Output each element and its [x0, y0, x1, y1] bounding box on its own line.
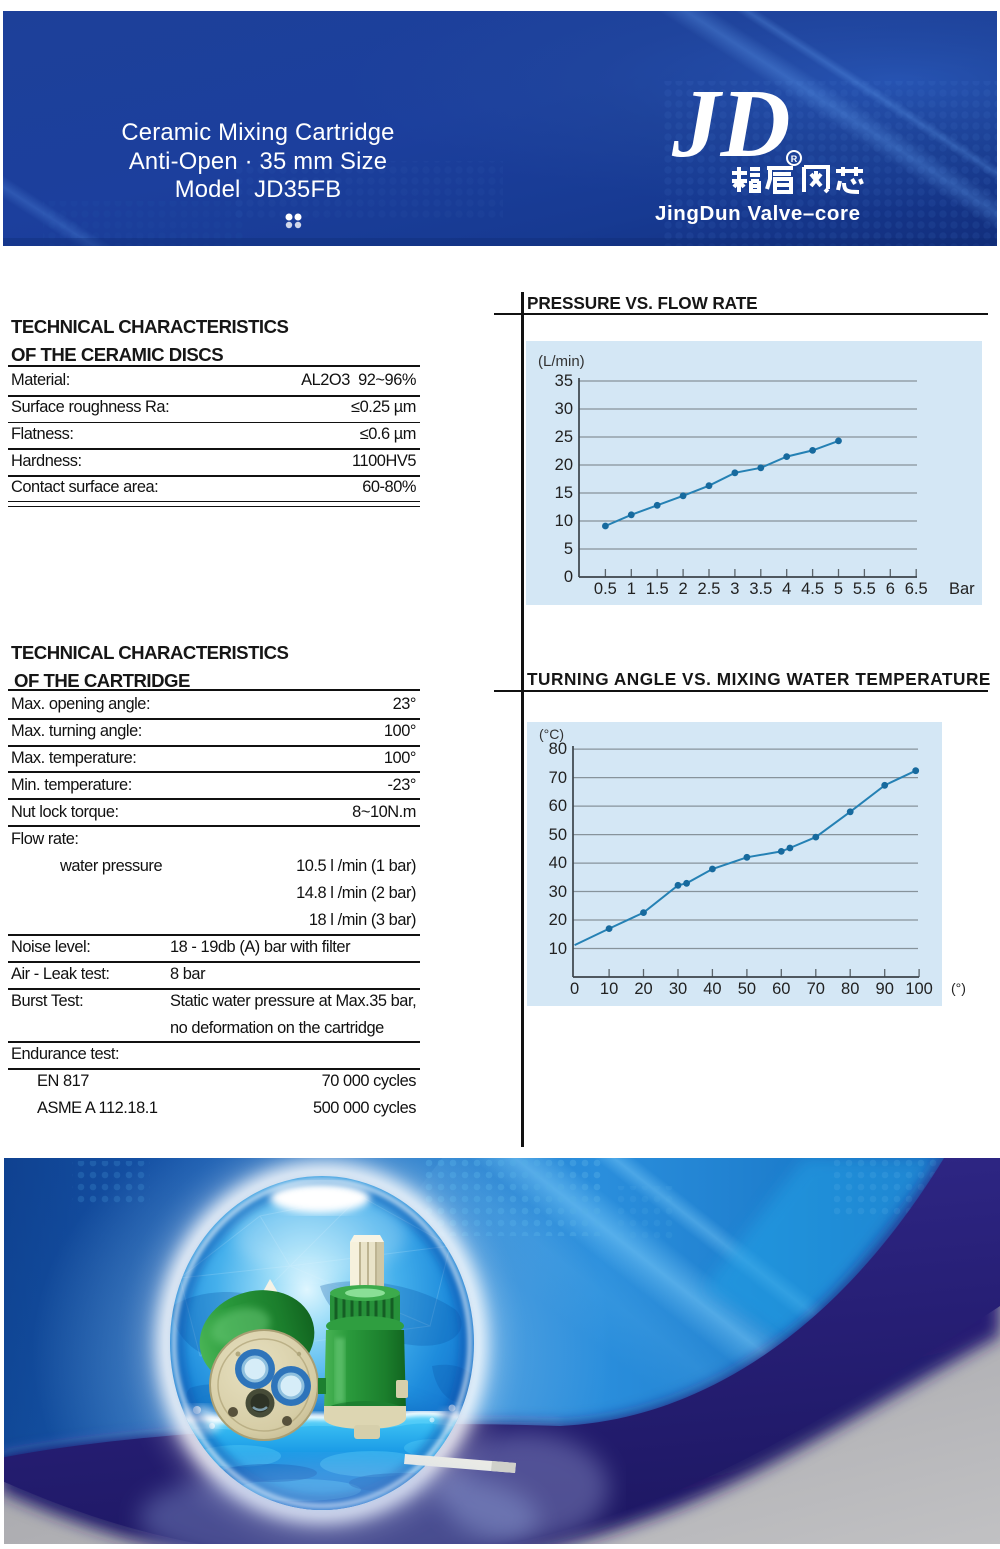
svg-text:50: 50	[549, 826, 567, 844]
svg-text:Bar: Bar	[949, 580, 975, 598]
svg-text:80: 80	[549, 740, 567, 758]
svg-text:30: 30	[669, 980, 687, 998]
svg-text:2: 2	[679, 580, 688, 598]
svg-text:80: 80	[841, 980, 859, 998]
svg-text:70: 70	[807, 980, 825, 998]
svg-text:4: 4	[782, 580, 791, 598]
svg-text:60: 60	[549, 797, 567, 815]
svg-text:R: R	[791, 154, 798, 164]
svg-text:20: 20	[549, 911, 567, 929]
svg-text:25: 25	[555, 428, 573, 446]
svg-text:6: 6	[886, 580, 895, 598]
svg-text:70: 70	[549, 769, 567, 787]
svg-text:10: 10	[549, 940, 567, 958]
svg-text:0: 0	[570, 980, 579, 998]
svg-text:0.5: 0.5	[594, 580, 617, 598]
svg-text:40: 40	[703, 980, 721, 998]
svg-text:0: 0	[564, 568, 573, 586]
svg-text:5: 5	[834, 580, 843, 598]
svg-text:Model JD35FB: Model JD35FB	[175, 176, 342, 203]
svg-text:4.5: 4.5	[801, 580, 824, 598]
svg-text:35: 35	[555, 372, 573, 390]
svg-text:10: 10	[555, 512, 573, 530]
svg-text:30: 30	[549, 883, 567, 901]
svg-text:40: 40	[549, 854, 567, 872]
svg-text:30: 30	[555, 400, 573, 418]
svg-text:(°C): (°C)	[539, 726, 564, 742]
svg-text:20: 20	[555, 456, 573, 474]
svg-text:Anti-Open · 35 mm Size: Anti-Open · 35 mm Size	[129, 148, 387, 175]
svg-text:50: 50	[738, 980, 756, 998]
svg-text:3.5: 3.5	[749, 580, 772, 598]
svg-text:(L/min): (L/min)	[538, 353, 585, 370]
svg-text:90: 90	[876, 980, 894, 998]
svg-text:5.5: 5.5	[853, 580, 876, 598]
svg-text:Ceramic Mixing Cartridge: Ceramic Mixing Cartridge	[121, 119, 394, 146]
svg-text:1: 1	[627, 580, 636, 598]
svg-text:JD: JD	[671, 70, 791, 177]
svg-text:3: 3	[730, 580, 739, 598]
svg-text:100: 100	[905, 980, 933, 998]
svg-text:2.5: 2.5	[698, 580, 721, 598]
svg-text:JingDun Valve–core: JingDun Valve–core	[655, 202, 861, 225]
svg-text:(°): (°)	[951, 980, 966, 996]
svg-text:5: 5	[564, 540, 573, 558]
svg-text:60: 60	[772, 980, 790, 998]
svg-text:20: 20	[634, 980, 652, 998]
svg-text:15: 15	[555, 484, 573, 502]
svg-text:1.5: 1.5	[646, 580, 669, 598]
svg-text:6.5: 6.5	[905, 580, 928, 598]
svg-text:10: 10	[600, 980, 618, 998]
